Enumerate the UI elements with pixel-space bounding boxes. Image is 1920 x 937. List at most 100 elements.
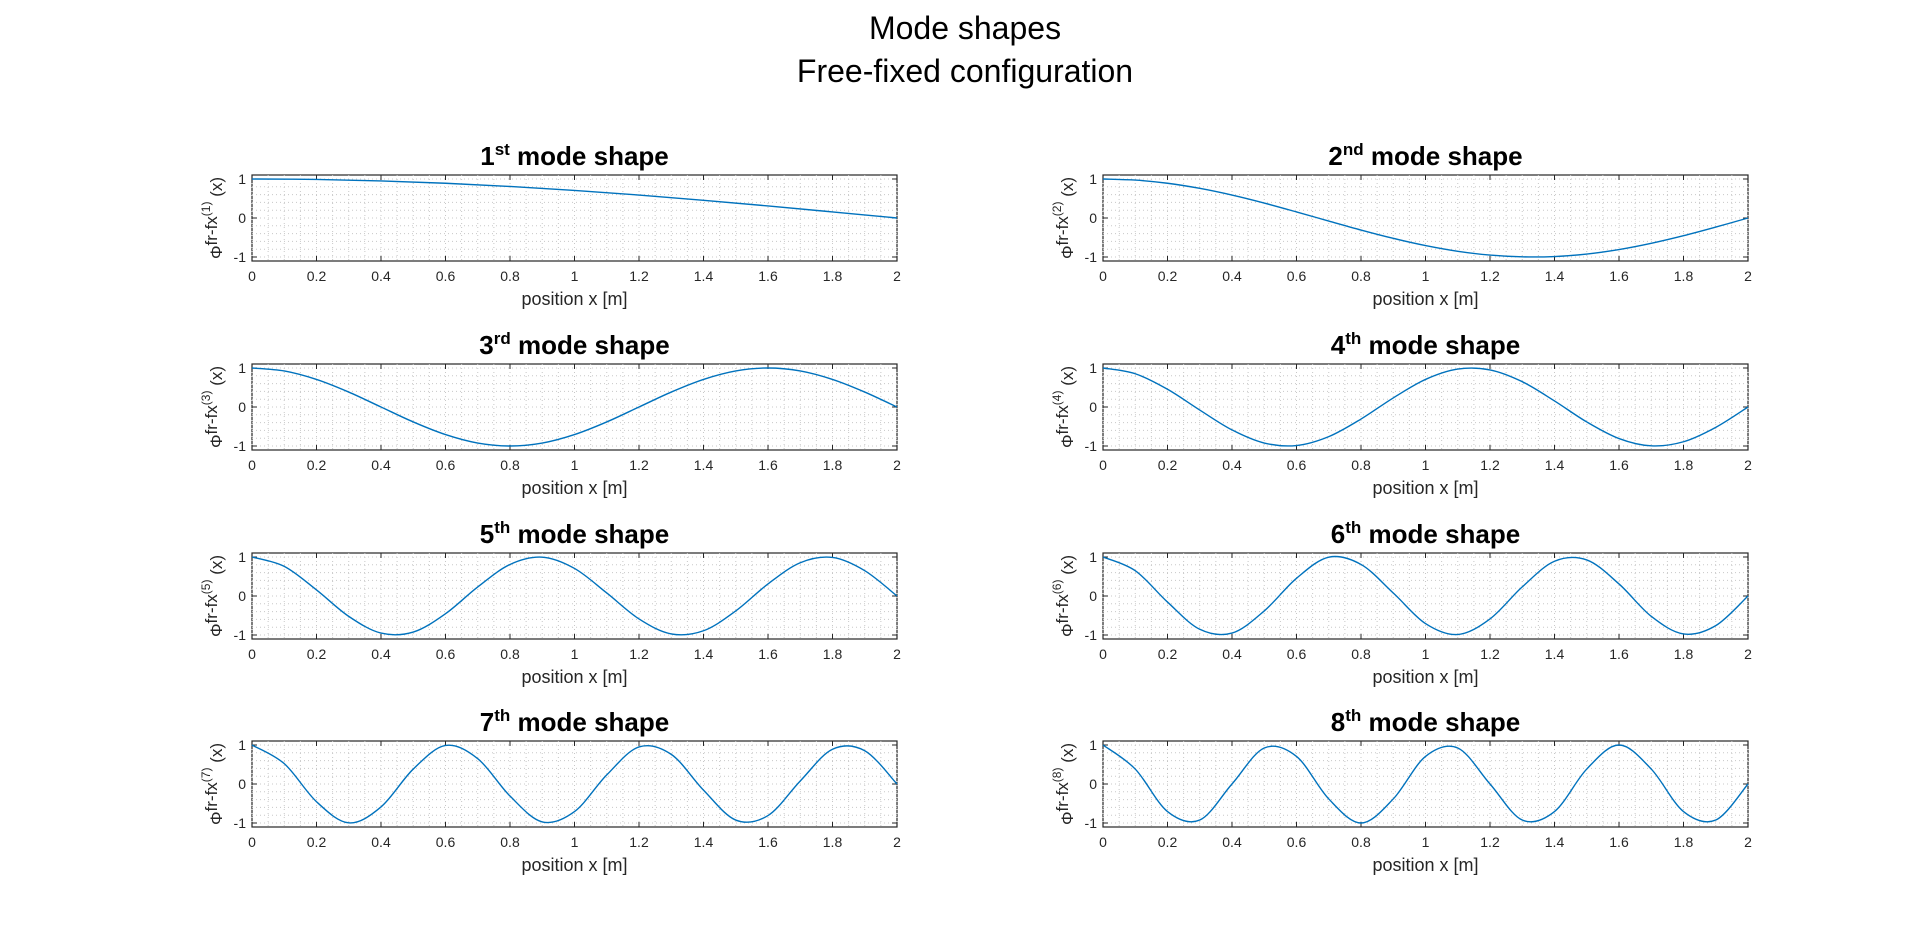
subplot-title: 8th mode shape bbox=[1331, 706, 1520, 737]
x-tick-label: 1.8 bbox=[1674, 646, 1694, 662]
x-tick-label: 0.4 bbox=[1222, 457, 1242, 473]
y-tick-label: 0 bbox=[238, 776, 246, 792]
x-tick-label: 0 bbox=[1099, 457, 1107, 473]
x-tick-label: 0.4 bbox=[1222, 834, 1242, 850]
x-tick-label: 1.6 bbox=[758, 646, 778, 662]
x-tick-label: 0.6 bbox=[1287, 268, 1307, 284]
x-tick-label: 2 bbox=[1744, 834, 1752, 850]
y-tick-label: 1 bbox=[238, 737, 246, 753]
x-tick-label: 1.8 bbox=[823, 834, 843, 850]
x-tick-label: 0.4 bbox=[371, 834, 391, 850]
x-tick-label: 0 bbox=[248, 834, 256, 850]
subplot-title: 5th mode shape bbox=[480, 518, 669, 549]
x-tick-label: 1 bbox=[571, 268, 579, 284]
x-tick-label: 0.2 bbox=[1158, 457, 1178, 473]
subplot-title: 6th mode shape bbox=[1331, 518, 1520, 549]
mode-shape-line bbox=[251, 367, 898, 447]
x-tick-label: 0.2 bbox=[1158, 646, 1178, 662]
x-tick-label: 1.4 bbox=[1545, 457, 1565, 473]
y-tick-label: 0 bbox=[1089, 588, 1097, 604]
mode-shape-line bbox=[1102, 178, 1749, 258]
y-axis-label: Φfr-fx(7) (x) bbox=[199, 743, 226, 825]
y-tick-label: 0 bbox=[1089, 399, 1097, 415]
y-tick-label: 1 bbox=[1089, 171, 1097, 187]
x-tick-label: 0.4 bbox=[371, 457, 391, 473]
x-tick-label: 0.8 bbox=[500, 646, 520, 662]
x-tick-label: 0.8 bbox=[1351, 646, 1371, 662]
x-tick-label: 0.6 bbox=[436, 646, 456, 662]
x-tick-label: 1 bbox=[1422, 457, 1430, 473]
x-tick-label: 2 bbox=[893, 834, 901, 850]
x-tick-label: 0.6 bbox=[436, 457, 456, 473]
x-tick-label: 0 bbox=[248, 268, 256, 284]
x-tick-label: 1.6 bbox=[758, 457, 778, 473]
x-tick-label: 0 bbox=[248, 646, 256, 662]
y-axis-label: Φfr-fx(1) (x) bbox=[199, 177, 226, 259]
x-tick-label: 1.8 bbox=[1674, 457, 1694, 473]
axes-box bbox=[251, 552, 898, 640]
x-tick-label: 1.2 bbox=[1480, 646, 1500, 662]
x-tick-label: 0.8 bbox=[500, 268, 520, 284]
y-tick-label: 1 bbox=[1089, 549, 1097, 565]
x-tick-label: 2 bbox=[1744, 646, 1752, 662]
mode-shape-line bbox=[251, 556, 898, 636]
figure-title-line-2: Free-fixed configuration bbox=[797, 53, 1133, 89]
axes-box bbox=[1102, 740, 1749, 828]
y-axis-label: Φfr-fx(2) (x) bbox=[1050, 177, 1077, 259]
x-tick-label: 0.8 bbox=[1351, 457, 1371, 473]
axes-box bbox=[251, 740, 898, 828]
y-tick-label: -1 bbox=[234, 438, 247, 454]
x-tick-label: 0.6 bbox=[436, 834, 456, 850]
x-tick-label: 2 bbox=[893, 457, 901, 473]
x-tick-label: 0.4 bbox=[371, 268, 391, 284]
x-tick-label: 1.8 bbox=[1674, 834, 1694, 850]
y-tick-label: 1 bbox=[1089, 360, 1097, 376]
axes-box bbox=[251, 174, 898, 262]
x-axis-label: position x [m] bbox=[521, 667, 627, 687]
x-tick-label: 0 bbox=[1099, 646, 1107, 662]
x-tick-label: 2 bbox=[893, 268, 901, 284]
x-tick-label: 1.8 bbox=[823, 646, 843, 662]
x-axis-label: position x [m] bbox=[1372, 478, 1478, 498]
x-axis-label: position x [m] bbox=[1372, 855, 1478, 875]
y-axis-label: Φfr-fx(8) (x) bbox=[1050, 743, 1077, 825]
subplot-title: 1st mode shape bbox=[480, 140, 669, 171]
x-tick-label: 1 bbox=[1422, 268, 1430, 284]
y-tick-label: 1 bbox=[238, 360, 246, 376]
subplot-title: 4th mode shape bbox=[1331, 329, 1520, 360]
x-tick-label: 1.2 bbox=[629, 834, 649, 850]
y-tick-label: 1 bbox=[238, 171, 246, 187]
x-tick-label: 1.6 bbox=[758, 834, 778, 850]
x-tick-label: 0.6 bbox=[1287, 834, 1307, 850]
x-tick-label: 1.6 bbox=[758, 268, 778, 284]
x-tick-label: 1.6 bbox=[1609, 457, 1629, 473]
x-tick-label: 1.4 bbox=[694, 834, 714, 850]
x-tick-label: 1.8 bbox=[823, 268, 843, 284]
x-tick-label: 1.6 bbox=[1609, 646, 1629, 662]
x-tick-label: 0.6 bbox=[1287, 457, 1307, 473]
mode-shape-line bbox=[1102, 367, 1749, 447]
x-tick-label: 1.4 bbox=[694, 268, 714, 284]
x-tick-label: 1.2 bbox=[629, 268, 649, 284]
x-axis-label: position x [m] bbox=[521, 478, 627, 498]
x-tick-label: 1.2 bbox=[1480, 268, 1500, 284]
x-tick-label: 1.4 bbox=[694, 457, 714, 473]
x-tick-label: 0.6 bbox=[436, 268, 456, 284]
x-tick-label: 0.8 bbox=[1351, 268, 1371, 284]
x-tick-label: 0.4 bbox=[371, 646, 391, 662]
mode-shape-line bbox=[251, 178, 898, 219]
x-tick-label: 2 bbox=[893, 646, 901, 662]
x-tick-label: 0.2 bbox=[1158, 268, 1178, 284]
y-tick-label: 1 bbox=[1089, 737, 1097, 753]
y-tick-label: -1 bbox=[1085, 249, 1098, 265]
y-tick-label: -1 bbox=[1085, 438, 1098, 454]
